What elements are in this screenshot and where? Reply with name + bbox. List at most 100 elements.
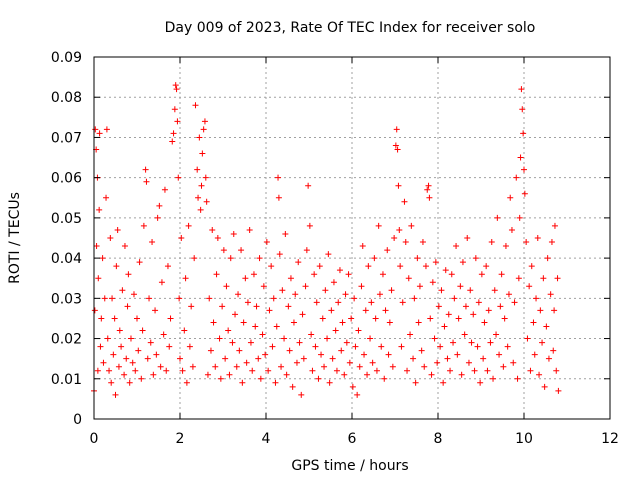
data-point [270, 295, 277, 302]
data-point [134, 315, 140, 322]
data-point [188, 303, 195, 310]
data-point [313, 299, 320, 306]
data-point [222, 355, 229, 362]
data-point [519, 106, 526, 113]
data-point [195, 194, 202, 201]
data-point [300, 355, 307, 362]
data-point [378, 343, 385, 350]
data-point [305, 182, 312, 189]
data-point [106, 367, 113, 374]
data-point [96, 130, 103, 137]
data-point [488, 239, 495, 246]
data-point [375, 222, 382, 229]
data-point [421, 363, 428, 370]
data-point [153, 351, 160, 358]
data-point [93, 243, 100, 250]
grid [94, 57, 610, 419]
data-point [382, 307, 389, 314]
data-point [257, 375, 264, 382]
data-point [246, 226, 253, 233]
data-point [416, 283, 423, 290]
data-point [292, 291, 299, 298]
data-point [179, 367, 186, 374]
data-point [243, 359, 250, 366]
data-point [491, 287, 498, 294]
data-point [96, 206, 103, 213]
data-point [461, 331, 468, 338]
data-point [335, 299, 342, 306]
x-tick-label: 6 [348, 431, 357, 447]
data-point [497, 303, 504, 310]
data-point [392, 142, 399, 149]
data-point [367, 335, 374, 342]
data-point [289, 383, 296, 390]
data-point [173, 86, 180, 93]
data-point [349, 383, 356, 390]
data-point [329, 355, 336, 362]
data-point [240, 319, 247, 326]
data-point [468, 339, 475, 346]
data-point [338, 347, 345, 354]
data-point [175, 174, 182, 181]
data-point [252, 323, 259, 330]
data-point [213, 271, 220, 278]
data-point [263, 239, 270, 246]
data-point [426, 194, 433, 201]
data-point [144, 355, 151, 362]
data-point [135, 347, 142, 354]
data-point [158, 279, 165, 286]
data-point [298, 391, 305, 398]
data-point [386, 319, 393, 326]
data-point [455, 315, 462, 322]
data-point [356, 363, 363, 370]
data-point [371, 255, 378, 262]
data-point [253, 303, 260, 310]
data-point [388, 287, 395, 294]
data-point [219, 303, 226, 310]
data-point [143, 178, 150, 185]
data-point [372, 315, 379, 322]
data-point [524, 335, 531, 342]
data-point [229, 339, 236, 346]
data-point [459, 259, 466, 266]
data-point [358, 283, 365, 290]
data-point [191, 255, 198, 262]
data-point [438, 287, 445, 294]
data-point [345, 271, 352, 278]
data-point [233, 363, 240, 370]
data-point [328, 307, 335, 314]
data-point [362, 307, 369, 314]
data-point [351, 295, 358, 302]
data-point [107, 235, 114, 241]
data-point [415, 319, 422, 326]
data-point [373, 367, 380, 374]
data-point [166, 343, 173, 350]
data-point [91, 307, 98, 314]
data-point [397, 263, 404, 270]
data-point [548, 239, 555, 246]
data-point [440, 379, 447, 386]
data-point [272, 379, 279, 386]
data-point [410, 355, 417, 362]
data-point [95, 275, 102, 282]
data-point [521, 190, 528, 197]
data-point [474, 343, 481, 350]
x-axis-label: GPS time / hours [291, 458, 408, 474]
data-point [451, 295, 458, 302]
data-point [156, 202, 163, 209]
data-point [116, 327, 123, 334]
data-point [322, 287, 329, 294]
data-point [517, 154, 524, 161]
data-point [458, 371, 465, 378]
data-point [477, 379, 484, 386]
data-point [369, 359, 376, 366]
data-point [268, 263, 275, 270]
x-tick-label: 0 [90, 431, 99, 447]
data-point [480, 355, 487, 362]
data-point [341, 371, 348, 378]
data-point [547, 291, 554, 298]
data-point [97, 343, 104, 350]
data-point [551, 222, 558, 229]
data-point [539, 339, 546, 346]
data-point [500, 363, 507, 370]
